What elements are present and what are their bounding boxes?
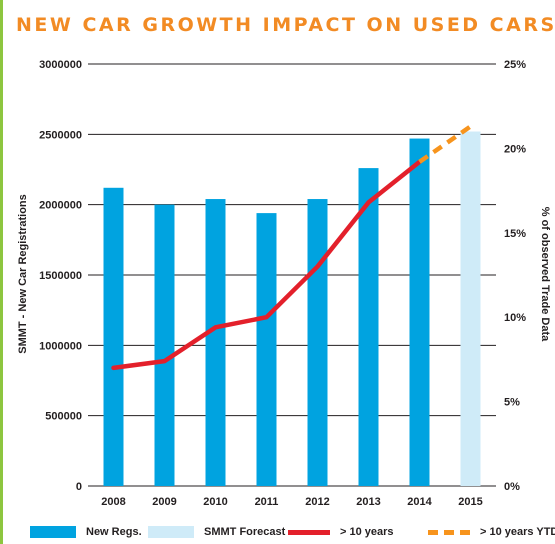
legend-item-smmt-forecast: SMMT Forecast bbox=[148, 523, 285, 541]
left-axis-title: SMMT - New Car Registrations bbox=[17, 194, 29, 354]
legend-item-new-regs: New Regs. bbox=[30, 523, 142, 541]
combo-chart: 0 500000 1000000 1500000 2000000 2500000 30000… bbox=[17, 59, 551, 508]
x-axis-ticks: 2008 2009 2010 2011 2012 2013 2014 2015 bbox=[101, 496, 482, 508]
bars-group bbox=[103, 131, 481, 487]
bar-smmt-forecast bbox=[460, 131, 481, 486]
lines-group bbox=[111, 124, 472, 371]
bar-new-regs bbox=[154, 204, 175, 486]
bar-new-regs bbox=[307, 199, 328, 487]
y2-tick-label: 0% bbox=[504, 481, 520, 493]
gridlines bbox=[88, 63, 496, 487]
y-tick-label: 2000000 bbox=[39, 200, 82, 212]
x-tick-label: 2009 bbox=[152, 496, 176, 508]
right-axis-ticks: 0% 5% 10% 15% 20% 25% bbox=[504, 59, 526, 493]
legend-label-smmt-forecast: SMMT Forecast bbox=[204, 526, 286, 538]
bar-new-regs bbox=[256, 213, 277, 486]
bar-new-regs bbox=[409, 138, 430, 486]
y-tick-label: 0 bbox=[76, 481, 82, 493]
bar-new-regs bbox=[205, 199, 226, 487]
line-over-10-years-ytd bbox=[418, 124, 472, 164]
y2-tick-label: 5% bbox=[504, 397, 520, 409]
x-tick-label: 2008 bbox=[101, 496, 125, 508]
x-tick-label: 2010 bbox=[203, 496, 227, 508]
x-tick-label: 2015 bbox=[458, 496, 482, 508]
x-tick-label: 2012 bbox=[305, 496, 329, 508]
y-tick-label: 1000000 bbox=[39, 340, 82, 352]
legend-swatch-over-10-years bbox=[288, 529, 330, 535]
y2-tick-label: 20% bbox=[504, 143, 526, 155]
legend-swatch-over-10-years-ytd bbox=[428, 529, 470, 535]
left-axis-ticks: 0 500000 1000000 1500000 2000000 2500000 30000… bbox=[39, 59, 82, 493]
legend-item-over-10-years-ytd: > 10 years YTD bbox=[428, 523, 555, 541]
left-accent-rule bbox=[0, 0, 3, 544]
line-over-10-years bbox=[111, 159, 422, 371]
legend-item-over-10-years: > 10 years bbox=[288, 523, 394, 541]
legend-swatch-smmt-forecast bbox=[148, 526, 194, 538]
legend-label-over-10-years-ytd: > 10 years YTD bbox=[480, 526, 555, 538]
bar-new-regs bbox=[358, 168, 379, 487]
legend-label-over-10-years: > 10 years bbox=[340, 526, 394, 538]
y2-tick-label: 10% bbox=[504, 312, 526, 324]
x-tick-label: 2011 bbox=[255, 496, 279, 508]
right-axis-title: % of observed Trade Data bbox=[539, 207, 551, 342]
y2-tick-label: 25% bbox=[504, 59, 526, 71]
y-tick-label: 3000000 bbox=[39, 59, 82, 71]
legend-label-new-regs: New Regs. bbox=[86, 526, 142, 538]
x-tick-label: 2013 bbox=[356, 496, 380, 508]
y2-tick-label: 15% bbox=[504, 228, 526, 240]
legend-swatch-new-regs bbox=[30, 526, 76, 538]
y-tick-label: 1500000 bbox=[39, 270, 82, 282]
y-tick-label: 2500000 bbox=[39, 129, 82, 141]
chart-title: NEW CAR GROWTH IMPACT ON USED CARS bbox=[16, 14, 555, 36]
legend: New Regs. SMMT Forecast > 10 years > 10 … bbox=[0, 520, 555, 544]
y-tick-label: 500000 bbox=[45, 411, 82, 423]
x-tick-label: 2014 bbox=[407, 496, 432, 508]
bar-new-regs bbox=[103, 187, 124, 486]
